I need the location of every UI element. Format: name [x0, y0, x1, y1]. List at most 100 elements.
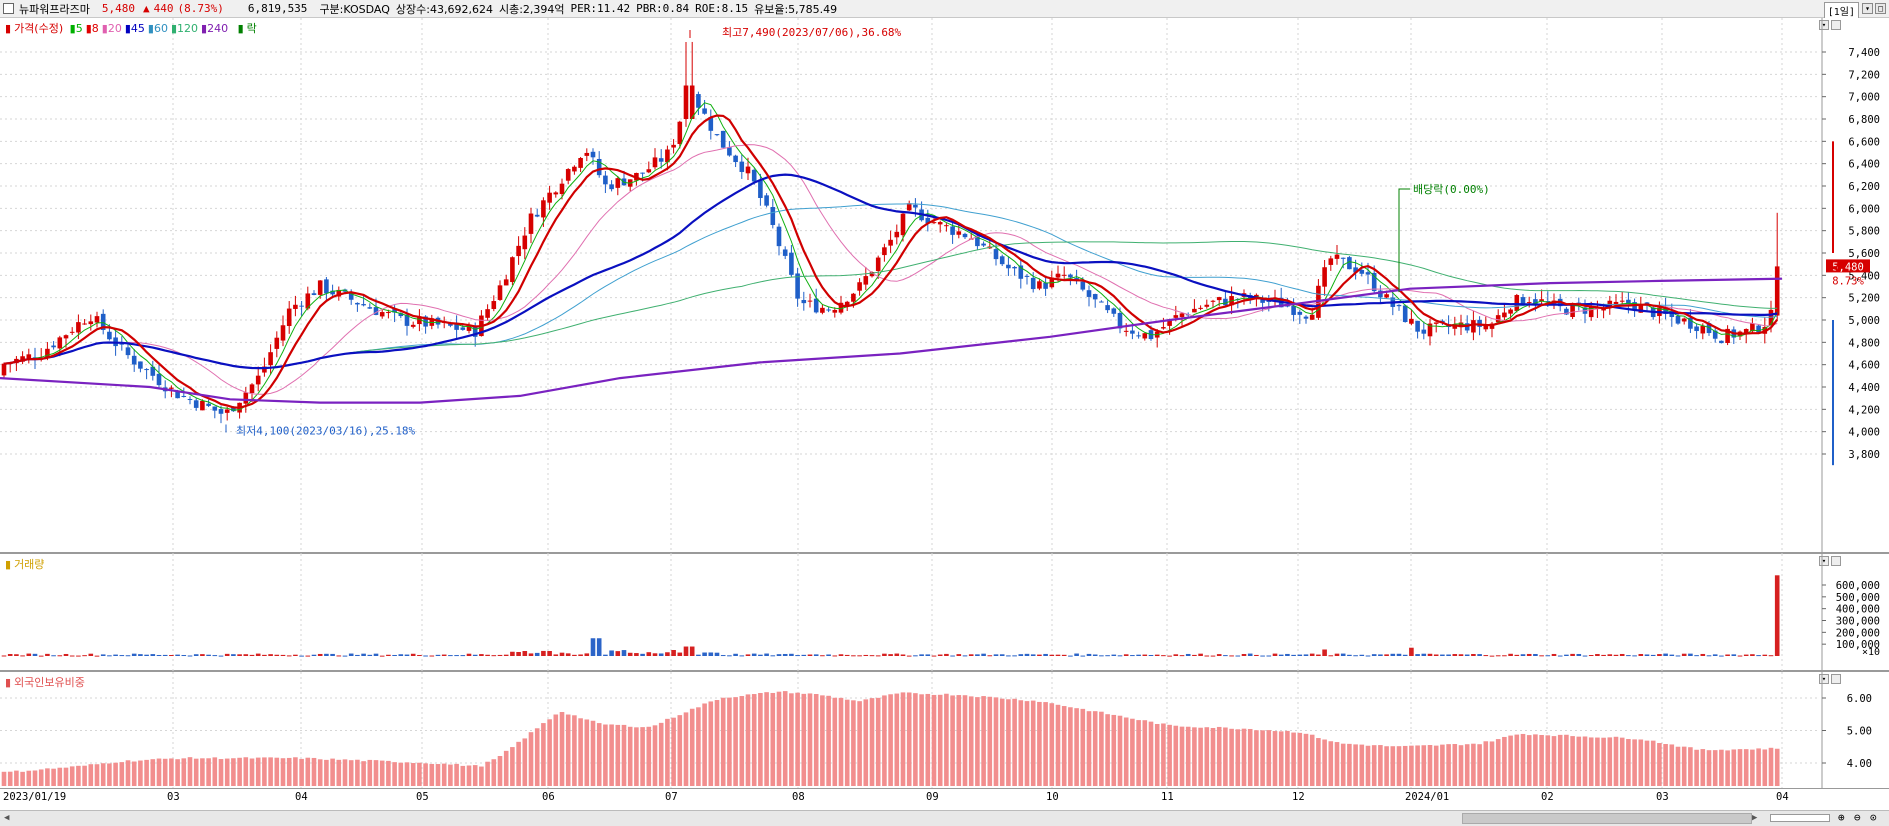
candle-body — [243, 392, 249, 404]
candle-body — [913, 204, 918, 208]
foreign-bar — [156, 758, 162, 786]
foreign-pane-close-button[interactable] — [1831, 674, 1841, 684]
foreign-bar — [175, 759, 180, 786]
pane-close-button[interactable] — [1831, 20, 1841, 30]
ma-legend-item[interactable]: ▮240 — [201, 22, 229, 35]
volume-bar — [888, 654, 893, 656]
reserve-ratio: 유보율:5,785.49 — [754, 2, 838, 16]
ma-legend-item[interactable]: ▮20 — [101, 22, 122, 35]
foreign-bar — [1638, 739, 1644, 786]
dividend-marker — [1398, 188, 1410, 293]
price-pane[interactable]: ▮ 가격(수정) ▮5 ▮8 ▮20 ▮45 ▮60 ▮120 ▮240 ▮ 락 ▾ 7,400… — [0, 18, 1889, 554]
pbr-value: PBR:0.84 — [636, 2, 690, 15]
volume-bar — [1012, 655, 1017, 657]
date-tick-label: 06 — [542, 791, 555, 803]
price-tick-label: 4,400 — [1848, 382, 1880, 394]
foreign-pane[interactable]: ▮ 외국인보유비중 ▾ 6.00 5.00 4.00 — [0, 672, 1889, 788]
ma-legend-item[interactable]: ▮60 — [147, 22, 168, 35]
candle-body — [1533, 299, 1538, 304]
foreign-bar — [1322, 739, 1327, 786]
foreign-bar — [113, 762, 118, 786]
pane-minimize-button[interactable]: ▾ — [1819, 20, 1829, 30]
ma-legend-item[interactable]: ▮120 — [170, 22, 199, 35]
volume-bar — [646, 652, 652, 656]
volume-bar — [559, 652, 565, 656]
ma-legend-item[interactable]: ▮5 — [69, 22, 83, 35]
candle-body — [807, 300, 813, 302]
volume-bar — [435, 654, 441, 656]
volume-bar — [175, 654, 180, 656]
volume-bar — [1092, 654, 1098, 656]
candle-body — [1105, 305, 1110, 311]
candle-body — [1061, 274, 1067, 276]
foreign-bar — [1551, 736, 1557, 786]
scroll-thumb[interactable] — [1462, 813, 1752, 824]
volume-bar — [7, 654, 13, 656]
window-minimize-button[interactable]: ▾ — [1862, 3, 1873, 14]
period-selector[interactable]: [1일] — [1823, 2, 1859, 19]
date-tick-label: 03 — [1656, 791, 1669, 803]
volume-bar — [1663, 653, 1668, 656]
candle-body — [94, 316, 100, 323]
volume-bar — [683, 646, 689, 656]
price-chart[interactable]: 7,400 7,200 7,000 6,800 6,600 6,400 6,200 6,000… — [0, 18, 1889, 554]
foreign-bar — [913, 693, 918, 786]
volume-chart[interactable]: 600,000500,000400,000300,000200,000100,0… — [0, 554, 1889, 672]
foreign-bar — [1433, 745, 1439, 786]
foreign-bar — [925, 693, 931, 786]
zoom-in-icon[interactable]: ⊕ — [1838, 811, 1845, 824]
price-tick-label: 7,200 — [1848, 69, 1880, 81]
foreign-chart[interactable]: 6.00 5.00 4.00 — [0, 672, 1889, 788]
zoom-out-icon[interactable]: ⊖ — [1854, 811, 1861, 824]
foreign-bar — [485, 761, 490, 786]
volume-bar — [169, 655, 174, 657]
volume-bar — [813, 654, 819, 656]
foreign-bar — [231, 758, 236, 786]
horizontal-scrollbar[interactable]: ◀ ▶ ⊕ ⊖ ⊙ — [0, 810, 1889, 826]
foreign-bar — [609, 724, 614, 786]
candle-body — [1712, 330, 1718, 339]
candle-body — [1539, 299, 1544, 302]
foreign-bar — [429, 763, 435, 786]
volume-bar — [820, 655, 825, 657]
scroll-left-icon[interactable]: ◀ — [4, 813, 10, 823]
foreign-bar — [875, 697, 881, 786]
volume-bar — [367, 654, 373, 656]
volume-bar — [1644, 654, 1650, 656]
price-tick-label: 4,600 — [1848, 360, 1880, 372]
volume-bar — [293, 654, 298, 656]
foreign-bar — [249, 758, 255, 786]
candle-body — [683, 85, 689, 119]
foreign-bar — [1557, 734, 1563, 786]
foreign-bar — [1390, 746, 1396, 786]
volume-bar — [1595, 654, 1600, 656]
volume-bar — [1285, 653, 1290, 656]
scroll-right-icon[interactable]: ▶ — [1752, 813, 1758, 823]
ma-legend-item[interactable]: ▮8 — [85, 22, 99, 35]
volume-bar — [764, 653, 769, 656]
zoom-slider[interactable] — [1770, 814, 1830, 822]
foreign-bar — [1650, 740, 1656, 786]
stock-name[interactable]: 뉴파워프라즈마 — [19, 2, 90, 16]
volume-pane-minimize-button[interactable]: ▾ — [1819, 556, 1829, 566]
volume-bar — [14, 654, 19, 656]
candle-body — [466, 325, 472, 331]
volume-bar — [1353, 655, 1358, 657]
foreign-bar — [1452, 744, 1458, 786]
volume-bar — [1272, 653, 1278, 656]
price-tick-label: 4,000 — [1848, 427, 1880, 439]
window-maximize-button[interactable]: □ — [1875, 3, 1886, 14]
zoom-reset-icon[interactable]: ⊙ — [1870, 811, 1877, 824]
volume-pane-close-button[interactable] — [1831, 556, 1841, 566]
candle-body — [423, 316, 428, 327]
volume-bar — [1613, 654, 1619, 656]
volume-pane[interactable]: ▮ 거래량 ▾ 600,000 500,000 400,000 300,000 200,0… — [0, 554, 1889, 672]
foreign-pane-minimize-button[interactable]: ▾ — [1819, 674, 1829, 684]
select-checkbox[interactable] — [3, 3, 14, 14]
volume-bar — [1359, 654, 1365, 656]
candle-body — [931, 222, 937, 224]
ma-legend-item[interactable]: ▮45 — [124, 22, 145, 35]
candle-body — [1719, 340, 1724, 344]
volume-bar — [1607, 654, 1613, 656]
volume-bar — [1520, 654, 1526, 656]
